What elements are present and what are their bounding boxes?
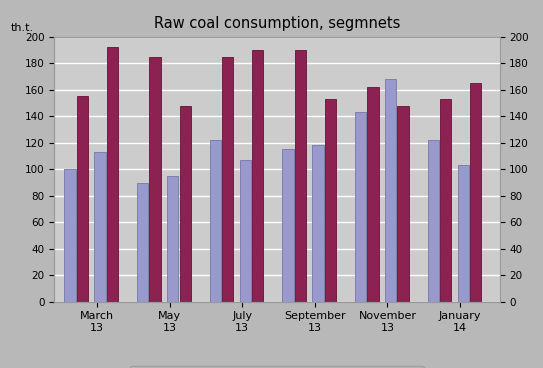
Bar	[180, 106, 191, 302]
Legend: Corporate segment, Commercial segment: Corporate segment, Commercial segment	[130, 365, 424, 368]
Bar	[167, 176, 178, 302]
Bar	[77, 96, 88, 302]
Bar	[282, 149, 294, 302]
Bar	[64, 169, 75, 302]
Bar	[222, 57, 233, 302]
Bar	[107, 47, 118, 302]
Bar	[210, 140, 221, 302]
Bar	[368, 87, 378, 302]
Bar	[312, 145, 324, 302]
Title: Raw coal consumption, segmnets: Raw coal consumption, segmnets	[154, 17, 400, 32]
Bar	[397, 106, 409, 302]
Bar	[355, 112, 366, 302]
Bar	[385, 79, 396, 302]
Bar	[295, 50, 306, 302]
Bar	[458, 165, 469, 302]
Bar	[252, 50, 263, 302]
Text: th.t.: th.t.	[11, 23, 34, 33]
Bar	[239, 160, 251, 302]
Bar	[137, 183, 148, 302]
Bar	[470, 83, 482, 302]
Bar	[94, 152, 106, 302]
Bar	[149, 57, 161, 302]
Bar	[325, 99, 336, 302]
Bar	[427, 140, 439, 302]
Bar	[440, 99, 451, 302]
